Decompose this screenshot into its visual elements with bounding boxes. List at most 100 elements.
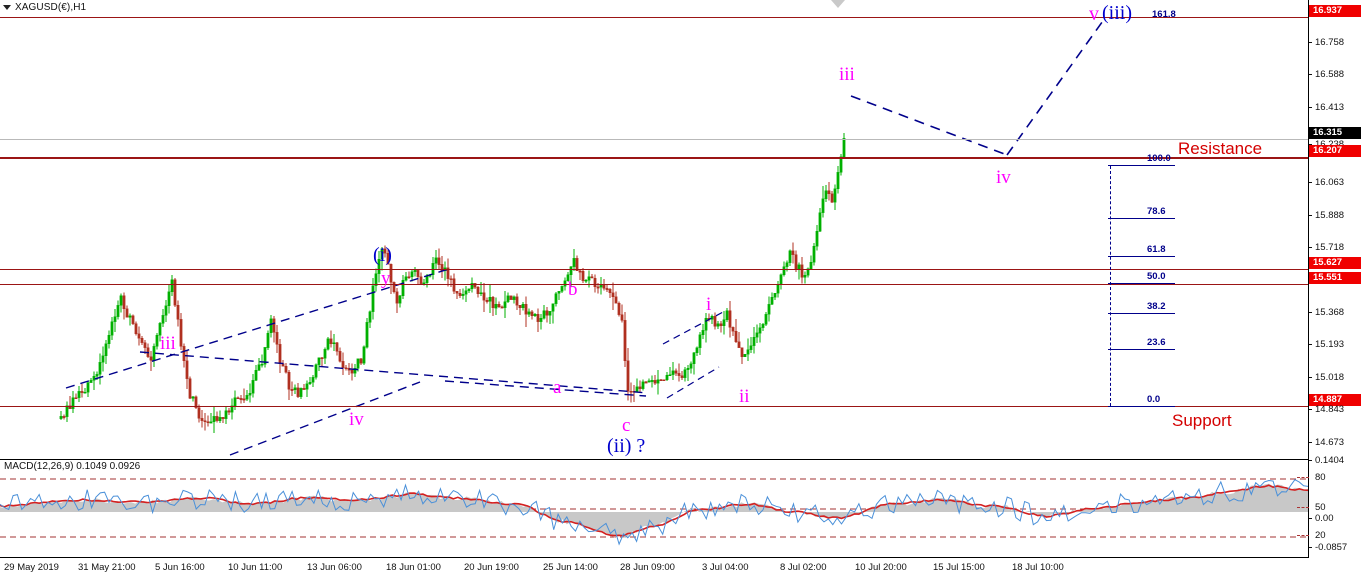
time-axis-label: 28 Jun 09:00 <box>620 562 675 573</box>
time-axis-label: 3 Jul 04:00 <box>702 562 749 573</box>
tick-dash <box>1309 460 1312 461</box>
price-tick: 0.00 <box>1309 513 1361 525</box>
candlestick-series <box>59 17 1106 456</box>
price-tick: 15.368 <box>1309 307 1361 319</box>
time-axis-label: 15 Jul 15:00 <box>933 562 985 573</box>
trendline-lower-wedge <box>229 381 421 456</box>
chevron-down-icon[interactable] <box>3 4 11 10</box>
price-tick-label: 16.315 <box>1313 127 1343 138</box>
price-tick-label: 14.887 <box>1313 394 1343 405</box>
price-tick-label: 16.588 <box>1315 69 1345 80</box>
price-tick: 14.673 <box>1309 437 1361 449</box>
price-tick: 50 <box>1297 502 1361 514</box>
price-tick: 16.758 <box>1309 37 1361 49</box>
chart-top-chevron-icon[interactable] <box>831 0 845 8</box>
wave-label-iii: (iii) <box>1102 2 1132 24</box>
price-tick: 20 <box>1297 530 1361 542</box>
price-tick-label: 14.673 <box>1315 437 1345 448</box>
price-tick-label: 0.1404 <box>1315 455 1345 466</box>
time-axis-label: 25 Jun 14:00 <box>543 562 598 573</box>
forecast-leg-iv-to-v <box>1006 17 1106 156</box>
wave-label-b: b <box>568 279 578 300</box>
fib-label-161-8: 161.8 <box>1152 9 1176 20</box>
symbol-label: XAGUSD(€),H1 <box>15 1 87 13</box>
fib-level-label: 38.2 <box>1147 301 1166 312</box>
time-axis-label: 18 Jun 01:00 <box>386 562 441 573</box>
price-tick-label: 16.207 <box>1313 145 1343 156</box>
tick-dash <box>1309 344 1312 345</box>
price-tick-label: 20 <box>1315 530 1326 541</box>
price-scale[interactable]: 16.937 16.758 16.588 16.413 16.31516.23816.2… <box>1297 0 1361 558</box>
macd-main-line <box>0 479 1308 546</box>
macd-histogram <box>0 483 1308 538</box>
price-tick: 16.937 <box>1309 5 1361 17</box>
price-tick-label: 15.368 <box>1315 307 1345 318</box>
symbol-bar[interactable]: XAGUSD(€),H1 <box>0 0 86 14</box>
wave-label-iii: iii <box>160 333 176 354</box>
trendline-wave-i-upper <box>662 310 726 345</box>
time-axis-label: 18 Jul 10:00 <box>1012 562 1064 573</box>
trendline-group-left <box>65 267 649 456</box>
price-tick-label: 16.758 <box>1315 37 1345 48</box>
time-axis-label: 20 Jun 19:00 <box>464 562 519 573</box>
price-tick-label: 16.937 <box>1313 5 1343 16</box>
tick-dash <box>1309 74 1312 75</box>
time-axis-label: 10 Jun 11:00 <box>228 562 283 573</box>
level-line-16937 <box>0 17 1308 18</box>
price-tick: 15.018 <box>1309 372 1361 384</box>
price-tick: 15.888 <box>1309 210 1361 222</box>
price-tick: 15.551 <box>1309 272 1361 284</box>
price-tick: 16.207 <box>1309 145 1361 157</box>
fib-level-line <box>1108 165 1175 166</box>
price-tick-label: 14.843 <box>1315 404 1345 415</box>
price-tick: 15.193 <box>1309 339 1361 351</box>
time-axis[interactable]: 29 May 2019 31 May 21:00 5 Jun 16:00 10 Jun… <box>0 559 1308 581</box>
tick-dash <box>1309 182 1312 183</box>
time-axis-label: 8 Jul 02:00 <box>780 562 827 573</box>
level-line-14887 <box>0 406 1308 407</box>
tick-dash <box>1309 247 1312 248</box>
price-tick-label: 15.888 <box>1315 210 1345 221</box>
wave-label-v: v <box>1089 3 1099 25</box>
price-tick: 15.627 <box>1309 257 1361 269</box>
time-axis-label: 5 Jun 16:00 <box>155 562 205 573</box>
price-tick-label: 15.193 <box>1315 339 1345 350</box>
price-tick-label: 0.00 <box>1315 513 1334 524</box>
level-line-16315 <box>0 139 1308 140</box>
tick-dash <box>1309 442 1312 443</box>
wave-label-ii: (ii) ? <box>607 435 646 457</box>
fib-level-label: 100.0 <box>1147 153 1171 164</box>
wave-label-i: i <box>706 294 712 315</box>
forecast-leg-iii-to-iv <box>850 95 1008 156</box>
fib-level-label: 23.6 <box>1147 337 1166 348</box>
wave-label-iii: iii <box>839 64 855 85</box>
wave-label-a: a <box>553 377 562 398</box>
tick-dash <box>1309 215 1312 216</box>
price-tick-label: 80 <box>1315 472 1326 483</box>
time-axis-label: 31 May 21:00 <box>78 562 136 573</box>
price-tick: 0.1404 <box>1309 455 1361 467</box>
fib-level-line <box>1108 349 1175 350</box>
fib-level-line <box>1108 283 1175 284</box>
price-tick: 16.588 <box>1309 69 1361 81</box>
macd-pane[interactable]: MACD(12,26,9) 0.1049 0.0926 <box>0 459 1308 558</box>
wave-label-iv: iv <box>349 409 364 430</box>
price-tick: 16.413 <box>1309 102 1361 114</box>
price-tick: 16.238 <box>1309 139 1361 151</box>
level-line-15551 <box>0 284 1308 285</box>
price-pane[interactable]: 100.0 78.6 61.8 50.0 38.2 23.6 0.0 Resistance … <box>0 0 1308 458</box>
fib-level-line <box>1108 218 1175 219</box>
trendline-group-wave-i <box>662 310 726 399</box>
price-tick-label: 15.627 <box>1313 257 1343 268</box>
fib-level-line <box>1108 256 1175 257</box>
tick-dash <box>1309 518 1312 519</box>
fib-level-line <box>1108 406 1175 407</box>
time-axis-label: 13 Jun 06:00 <box>307 562 362 573</box>
price-tick: -0.0857 <box>1309 542 1361 554</box>
price-tick: 14.887 <box>1309 394 1361 406</box>
wave-label-ii: ii <box>739 386 750 407</box>
price-tick: 16.315 <box>1309 127 1361 139</box>
price-tick-label: 15.018 <box>1315 372 1345 383</box>
fib-level-label: 61.8 <box>1147 244 1166 255</box>
